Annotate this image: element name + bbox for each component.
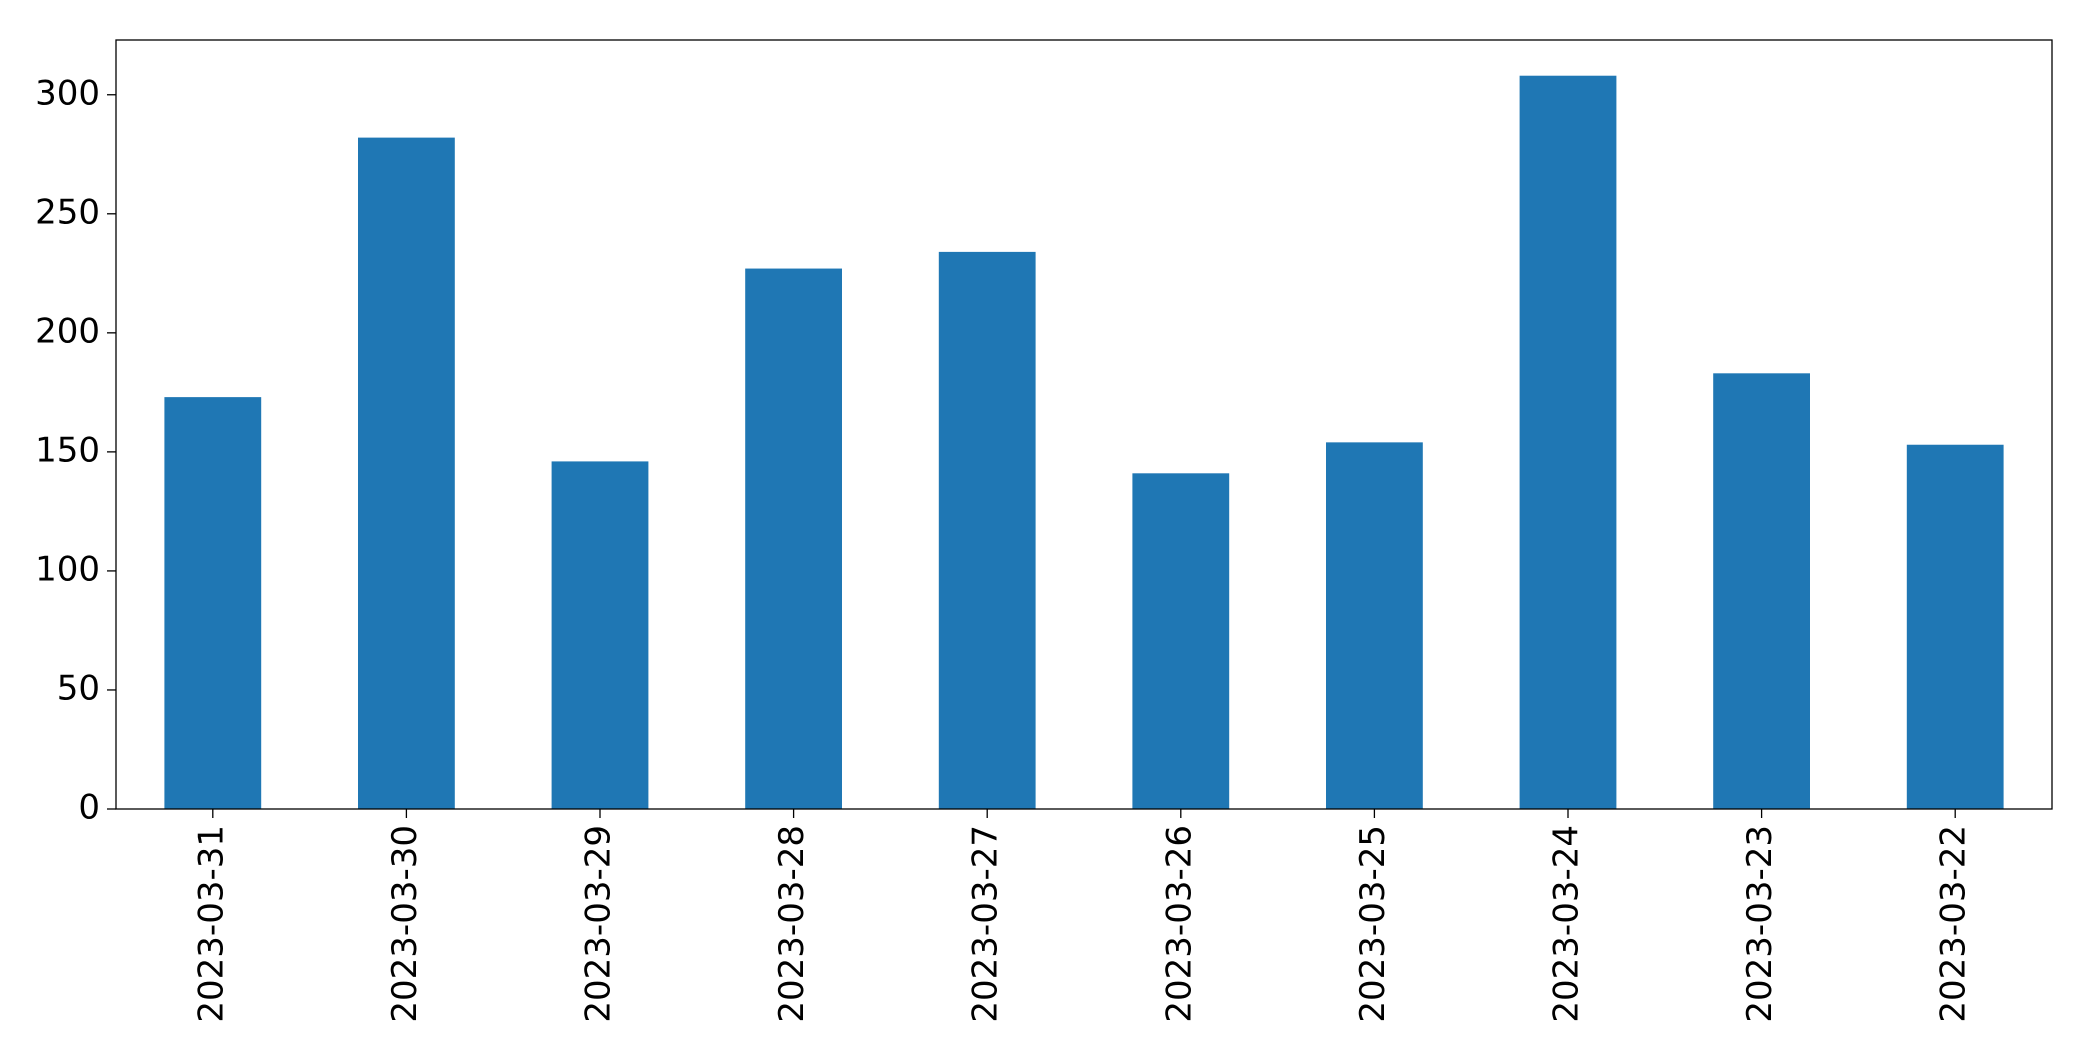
bar (1326, 442, 1423, 809)
y-tick-label: 150 (35, 430, 100, 470)
y-tick-label: 250 (35, 192, 100, 232)
y-tick-label: 0 (78, 788, 100, 828)
x-tick-label: 2023-03-28 (772, 825, 812, 1023)
x-tick-label: 2023-03-23 (1740, 825, 1780, 1023)
bar (745, 268, 842, 810)
y-tick-label: 300 (35, 73, 100, 113)
bar (938, 251, 1036, 809)
y-tick-label: 200 (35, 311, 100, 351)
bar (1519, 75, 1617, 809)
bar (1713, 373, 1810, 809)
x-tick-label: 2023-03-27 (966, 825, 1006, 1023)
x-tick-label: 2023-03-25 (1353, 825, 1393, 1023)
x-tick-label: 2023-03-26 (1159, 825, 1199, 1023)
y-tick-label: 50 (57, 668, 100, 708)
plot-frame (115, 39, 2053, 810)
x-tick-label: 2023-03-24 (1547, 825, 1587, 1023)
x-tick-label: 2023-03-29 (579, 825, 619, 1023)
y-tick-label: 100 (35, 549, 100, 589)
bar (551, 461, 649, 809)
x-tick-label: 2023-03-22 (1934, 825, 1974, 1023)
bar (164, 397, 262, 809)
x-tick-label: 2023-03-31 (191, 825, 231, 1023)
bar (1132, 473, 1230, 809)
bar (1906, 444, 2004, 809)
x-tick-label: 2023-03-30 (385, 825, 425, 1023)
bar (358, 137, 455, 809)
